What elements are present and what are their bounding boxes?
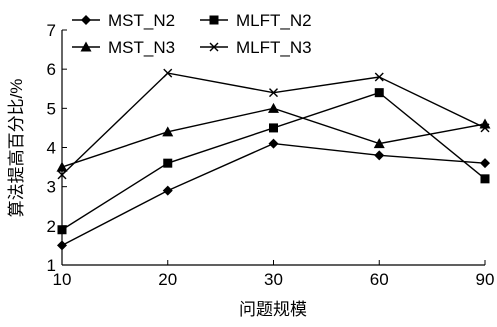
diamond-marker <box>480 158 490 169</box>
diamond-marker <box>57 240 67 251</box>
cross-marker <box>209 42 219 52</box>
square-marker <box>209 15 219 25</box>
y-tick-label: 6 <box>47 60 56 79</box>
square-marker <box>163 158 173 168</box>
y-tick-label: 7 <box>47 21 56 40</box>
x-tick-label: 90 <box>476 270 495 289</box>
cross-marker <box>374 72 384 82</box>
cross-marker <box>480 123 490 133</box>
square-marker <box>480 174 490 184</box>
series-mst-n3 <box>56 102 491 172</box>
triangle-marker <box>56 161 68 172</box>
diamond-marker <box>162 185 173 196</box>
triangle-marker <box>373 138 385 149</box>
cross-marker <box>57 170 67 180</box>
x-tick-label: 30 <box>264 270 283 289</box>
series-mlft-n3 <box>57 68 490 180</box>
legend-entry-mst-n2: MST_N2 <box>72 11 175 30</box>
cross-marker-stroke <box>374 72 384 82</box>
ticks: 10 20 30 60 90 1 2 3 4 5 6 7 <box>47 21 495 289</box>
diamond-marker <box>268 138 279 149</box>
cross-marker-stroke <box>269 88 278 98</box>
legend-label: MST_N2 <box>108 11 175 30</box>
y-tick-label: 4 <box>47 139 56 158</box>
diamond-marker <box>374 150 385 161</box>
cross-marker-stroke <box>163 68 173 78</box>
cross-marker-stroke <box>57 170 67 180</box>
square-marker <box>269 123 278 133</box>
y-tick-label: 2 <box>47 217 56 236</box>
legend-entry-mlft-n2: MLFT_N2 <box>200 11 312 30</box>
square-marker <box>57 225 67 235</box>
diamond-marker <box>81 15 91 25</box>
legend-label: MST_N3 <box>108 38 175 57</box>
legend: MST_N2 MLFT_N2 MST_N3 MLFT_N3 <box>72 11 312 57</box>
square-marker <box>374 88 384 98</box>
cross-marker <box>269 88 278 98</box>
triangle-marker <box>162 126 174 137</box>
cross-marker-stroke <box>480 123 490 133</box>
cross-marker <box>163 68 173 78</box>
legend-entry-mlft-n3: MLFT_N3 <box>200 38 312 57</box>
series-line-mst-n2 <box>61 142 486 247</box>
series-mst-n2 <box>57 138 490 251</box>
legend-entry-mst-n3: MST_N3 <box>72 38 175 57</box>
x-tick-label: 60 <box>370 270 389 289</box>
cross-marker-stroke <box>209 42 219 52</box>
legend-label: MLFT_N2 <box>236 11 312 30</box>
triangle-marker <box>268 102 279 113</box>
triangle-marker <box>80 41 92 52</box>
legend-label: MLFT_N3 <box>236 38 312 57</box>
y-axis-title: 算法提高百分比/% <box>7 79 26 218</box>
y-tick-label: 3 <box>47 178 56 197</box>
y-tick-label: 1 <box>47 256 56 275</box>
x-axis-title: 问题规模 <box>239 300 307 319</box>
x-tick-label: 20 <box>158 270 177 289</box>
series-lines <box>56 68 491 251</box>
series-mlft-n2 <box>57 88 490 235</box>
y-tick-label: 5 <box>47 99 56 118</box>
x-tick-label: 10 <box>53 270 72 289</box>
